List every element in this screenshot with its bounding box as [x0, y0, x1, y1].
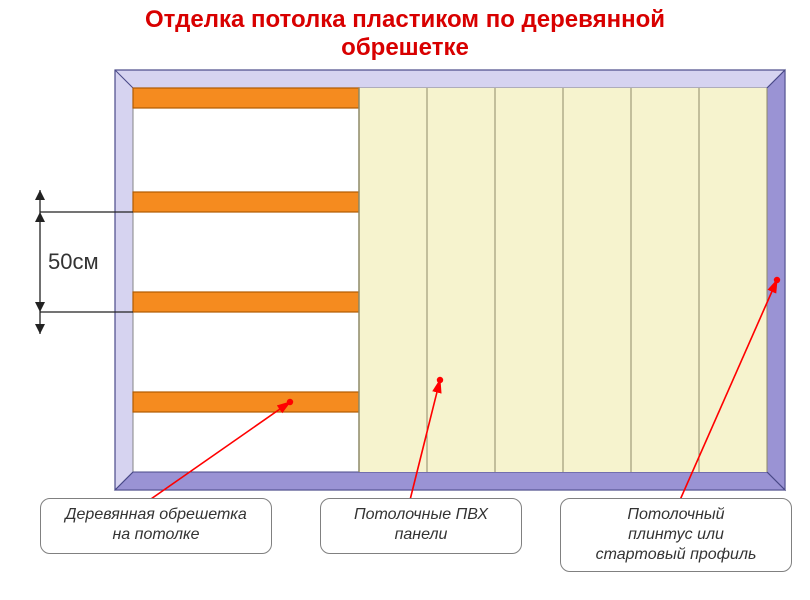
batten-bar	[133, 292, 359, 312]
batten-bar	[133, 88, 359, 108]
batten-bar	[133, 392, 359, 412]
batten-bar	[133, 192, 359, 212]
dimension-label: 50см	[48, 249, 99, 275]
callout-panels-label: Потолочные ПВХ панели	[320, 498, 522, 554]
callout-plinth-label: Потолочный плинтус или стартовый профиль	[560, 498, 792, 572]
callout-batten-label: Деревянная обрешетка на потолке	[40, 498, 272, 554]
